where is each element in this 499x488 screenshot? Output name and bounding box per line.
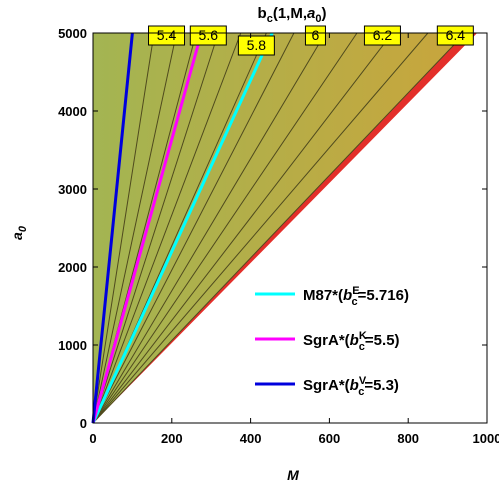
x-tick-label: 800 [397,431,419,446]
contour-label-5.4: 5.4 [149,26,185,45]
contour-label-5.8: 5.8 [238,36,274,55]
contour-label-6: 6 [305,26,325,45]
legend-item-1: SgrA*(bK c=5.5) [255,330,400,353]
y-tick-label: 4000 [58,104,87,119]
contour-label-6.4: 6.4 [437,26,473,45]
legend-label: SgrA*(bK c=5.5) [303,330,400,353]
legend-item-0: M87*(bE c=5.716) [255,285,409,308]
chart-title: bc(1,M,a0) [258,5,327,25]
y-axis-label: a0 [9,225,29,240]
contour-label-text: 5.6 [199,27,219,43]
legend: M87*(bE c=5.716) SgrA*(bK c=5.5) SgrA*(bV c=5… [255,285,409,398]
x-tick-label: 0 [89,431,96,446]
y-tick-label: 0 [80,416,87,431]
contour-label-text: 5.8 [247,37,267,53]
plot-area: 5.4 5.6 5.8 6 6.2 6.4 [93,26,477,423]
y-tick-label: 3000 [58,182,87,197]
legend-label: SgrA*(bV c=5.3) [303,375,399,398]
x-tick-label: 1000 [473,431,499,446]
legend-item-2: SgrA*(bV c=5.3) [255,375,399,398]
x-tick-label: 400 [240,431,262,446]
contour-label-text: 6.2 [373,27,393,43]
contour-label-text: 6.4 [446,27,466,43]
y-tick-label: 1000 [58,338,87,353]
contour-label-5.6: 5.6 [190,26,226,45]
x-axis-label: M [287,467,299,483]
y-tick-label: 5000 [58,26,87,41]
x-tick-label: 600 [319,431,341,446]
contour-label-text: 5.4 [157,27,177,43]
x-tick-label: 200 [161,431,183,446]
legend-label: M87*(bE c=5.716) [303,285,409,308]
y-tick-label: 2000 [58,260,87,275]
contour-label-6.2: 6.2 [364,26,400,45]
contour-label-text: 6 [312,27,320,43]
